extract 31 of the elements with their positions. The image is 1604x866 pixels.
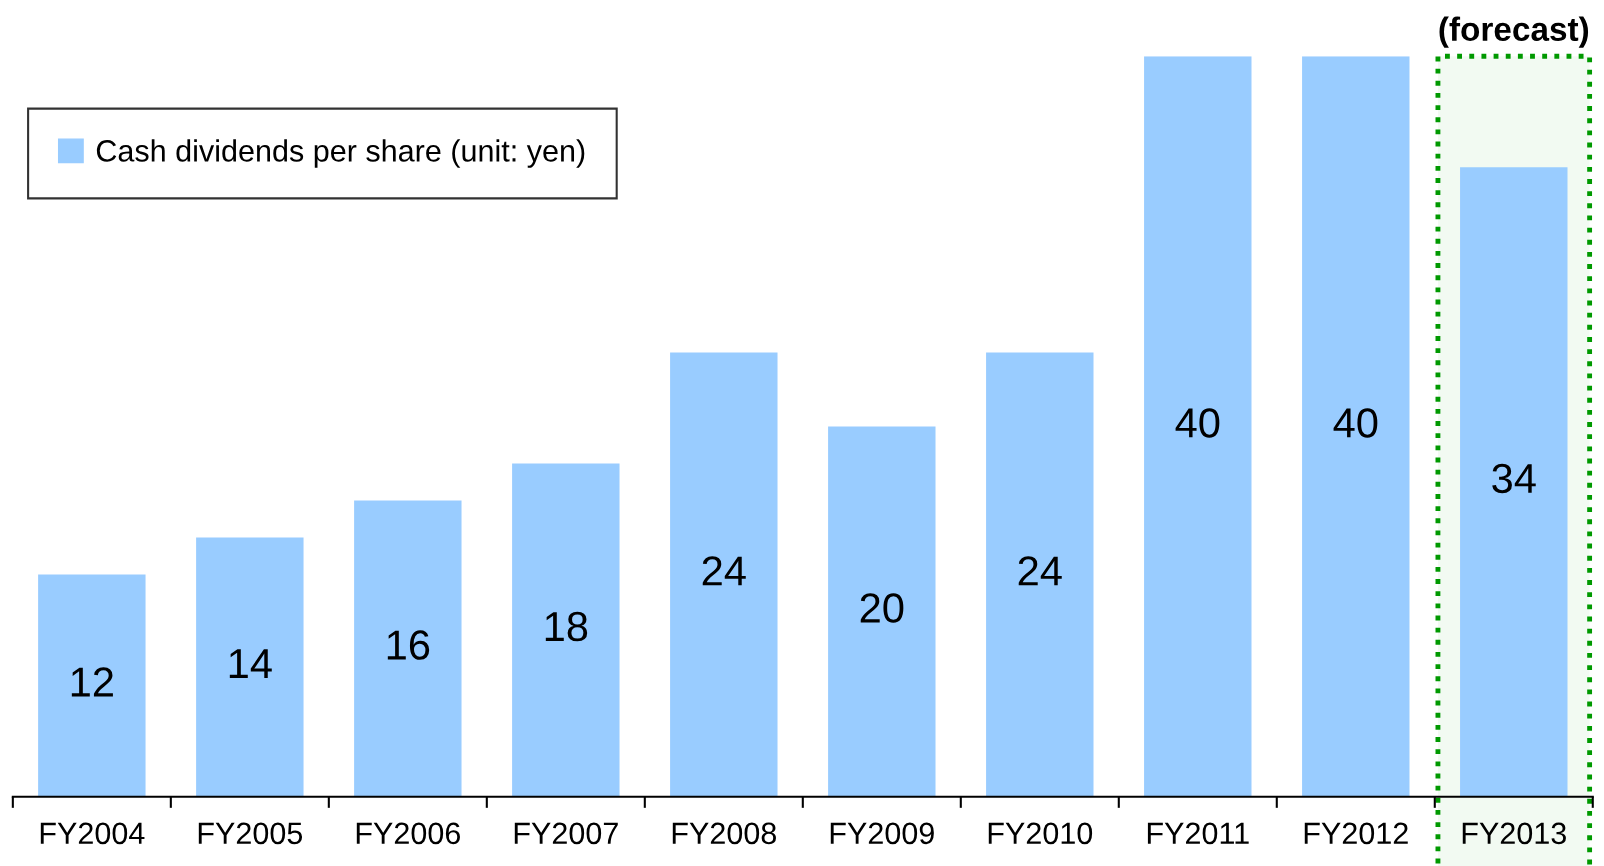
bar bbox=[196, 537, 304, 797]
bar bbox=[986, 352, 1094, 797]
x-tick-label: FY2011 bbox=[1147, 822, 1249, 845]
x-tick-label: FY2008 bbox=[672, 822, 776, 845]
x-tick-label: FY2005 bbox=[198, 822, 303, 845]
x-tick-label: FY2013 bbox=[1462, 822, 1566, 845]
data-label: 24 bbox=[702, 556, 746, 586]
data-label: 16 bbox=[387, 630, 430, 660]
data-label: 18 bbox=[545, 611, 588, 642]
x-tick-label: FY2009 bbox=[830, 822, 934, 845]
data-label: 24 bbox=[1018, 556, 1062, 586]
data-label: 14 bbox=[229, 649, 272, 678]
bar bbox=[1144, 56, 1252, 797]
data-label: 20 bbox=[860, 593, 904, 623]
data-label: 40 bbox=[1333, 408, 1378, 438]
band-label: (forecast) bbox=[1439, 16, 1589, 48]
data-label: 12 bbox=[71, 667, 113, 697]
x-tick-label: FY2012 bbox=[1304, 822, 1408, 845]
bar bbox=[354, 500, 462, 797]
x-tick-label: FY2004 bbox=[40, 822, 145, 845]
legend-label: Cash dividends per share (unit: yen) bbox=[96, 139, 585, 168]
bar bbox=[828, 426, 936, 797]
bar bbox=[1302, 56, 1410, 797]
x-tick-label: FY2006 bbox=[356, 822, 460, 845]
bar bbox=[670, 352, 778, 797]
bar bbox=[38, 574, 146, 797]
data-label: 40 bbox=[1175, 408, 1220, 438]
data-label: 34 bbox=[1492, 463, 1536, 494]
bar bbox=[512, 463, 620, 797]
x-tick-label: FY2007 bbox=[514, 822, 618, 845]
x-tick-label: FY2010 bbox=[988, 822, 1093, 845]
